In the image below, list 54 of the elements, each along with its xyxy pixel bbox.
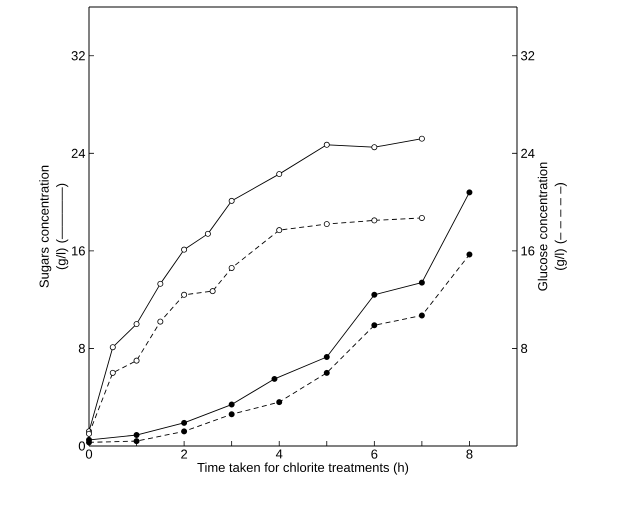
y-tick-label: 0 bbox=[78, 441, 85, 451]
y2-axis-title: Glucose concentration (g/l) (– – – – –) bbox=[538, 162, 567, 291]
point bbox=[418, 214, 425, 221]
point bbox=[228, 198, 235, 204]
point bbox=[418, 280, 425, 286]
point bbox=[157, 318, 164, 325]
point bbox=[181, 428, 188, 434]
point bbox=[466, 189, 472, 196]
point bbox=[418, 312, 425, 319]
point bbox=[210, 288, 216, 294]
y-tick-label: 16 bbox=[72, 246, 85, 256]
x-tick-label: 6 bbox=[371, 450, 378, 459]
y2-tick-label: 24 bbox=[521, 148, 535, 158]
x-tick-label: 2 bbox=[181, 450, 188, 459]
y2-tick-label: 16 bbox=[522, 246, 534, 256]
point bbox=[324, 354, 330, 360]
point bbox=[86, 430, 92, 437]
point bbox=[157, 280, 164, 287]
point bbox=[134, 321, 140, 328]
point bbox=[371, 292, 378, 298]
point bbox=[371, 217, 378, 224]
point bbox=[228, 402, 235, 408]
point bbox=[324, 221, 330, 228]
point bbox=[371, 144, 378, 150]
y-tick-label: 8 bbox=[78, 344, 85, 354]
point bbox=[324, 370, 330, 376]
point bbox=[110, 370, 116, 376]
point bbox=[181, 292, 188, 298]
point bbox=[276, 171, 282, 178]
point bbox=[324, 142, 330, 148]
point bbox=[418, 136, 425, 142]
point bbox=[134, 432, 140, 438]
y2-tick-label: 32 bbox=[521, 51, 534, 60]
y-tick-label: 32 bbox=[72, 51, 85, 60]
point bbox=[276, 227, 282, 234]
point bbox=[371, 322, 378, 328]
point bbox=[134, 438, 140, 444]
y2-tick-label: 8 bbox=[521, 344, 528, 354]
point bbox=[181, 420, 188, 426]
point bbox=[271, 376, 278, 382]
y-axis-title: Sugars concentration (g/l) (————) bbox=[39, 166, 68, 288]
point bbox=[466, 252, 472, 258]
x-axis-title: Time taken for chlorite treatments (h) bbox=[197, 462, 408, 475]
point bbox=[204, 230, 211, 237]
point bbox=[228, 264, 235, 271]
x-tick-label: 0 bbox=[86, 450, 92, 459]
point bbox=[181, 246, 188, 253]
point bbox=[134, 358, 140, 364]
x-tick-label: 4 bbox=[276, 450, 282, 458]
x-tick-label: 8 bbox=[466, 450, 472, 459]
point bbox=[228, 411, 235, 418]
point bbox=[110, 344, 116, 350]
y-tick-label: 24 bbox=[72, 148, 86, 158]
point bbox=[276, 399, 282, 406]
